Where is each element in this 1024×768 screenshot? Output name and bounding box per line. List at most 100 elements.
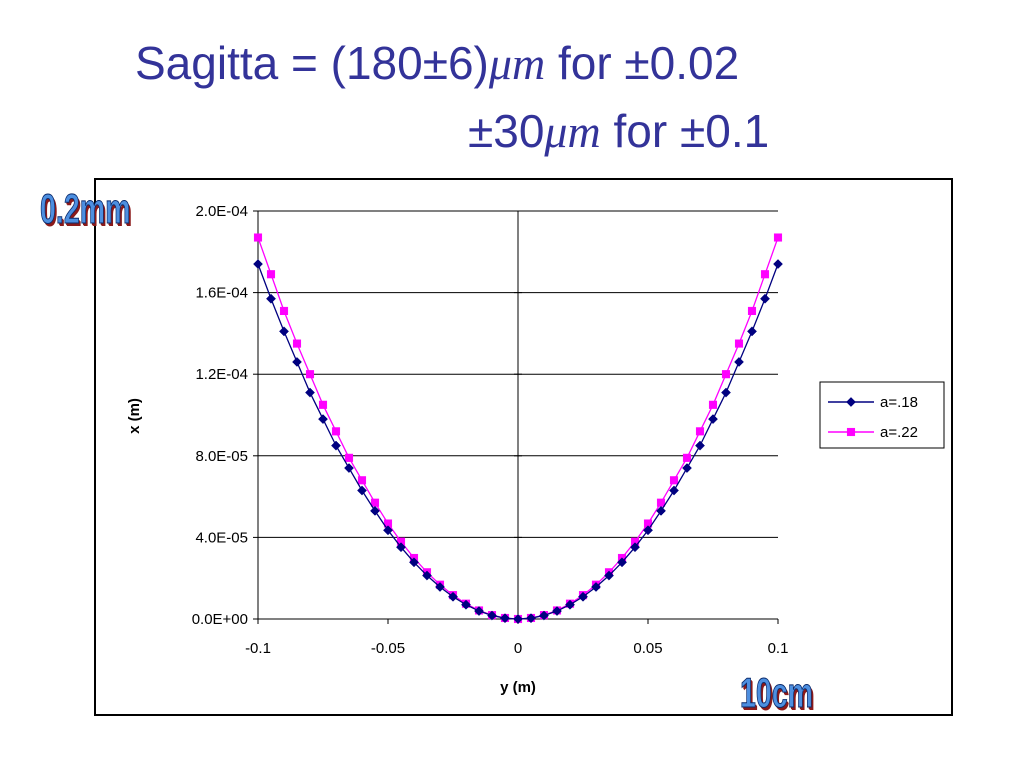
data-point [344,453,354,462]
data-point [331,440,341,451]
data-point [292,339,302,348]
data-point [344,463,354,473]
data-point [331,427,341,436]
data-point [760,270,770,279]
data-point [734,357,744,367]
title-text-1d: 0.02 [649,37,740,89]
data-point [773,233,783,242]
y-tick-label: 4.0E-05 [195,529,248,546]
title-text-2a: 30 [493,105,545,157]
data-point [721,370,731,379]
data-point [513,614,523,624]
data-point [846,397,856,407]
title-text-2b: for [600,105,680,157]
data-point [500,613,510,624]
x-tick-label: -0.05 [371,640,405,657]
data-point [643,525,653,536]
slide-title-line-2: ±30μm for ±0.1 [468,108,769,155]
plus-minus-symbol: ± [468,105,494,157]
x-tick-label: 0.05 [633,640,662,657]
data-point [435,582,445,592]
data-point [734,339,744,348]
data-point [357,485,367,496]
legend-label: a=.18 [880,394,918,411]
data-point [565,599,575,610]
data-point [669,476,679,485]
data-point [682,463,692,473]
data-point [604,570,614,581]
data-point [708,414,718,425]
data-point [383,525,393,536]
plus-minus-symbol: ± [679,105,706,157]
legend-label: a=.22 [880,424,918,441]
x-tick-label: 0.1 [768,640,789,657]
title-text-1b: 6) [447,37,489,89]
y-tick-label: 0.0E+00 [192,611,248,628]
y-tick-label: 1.2E-04 [195,366,248,383]
y-tick-label: 2.0E-04 [195,203,248,220]
data-point [448,591,458,602]
data-point [669,485,679,496]
x-axis-label: y (m) [500,679,536,696]
micrometer-unit: μm [544,106,601,157]
title-text-2c: 0.1 [705,105,770,157]
data-point [591,582,601,592]
plus-minus-symbol: ± [422,37,448,89]
title-text-1c: for [545,37,625,89]
data-point [539,610,549,621]
data-point [305,370,315,379]
data-point [266,293,276,304]
y-axis-label: x (m) [126,398,143,434]
x-tick-label: 0 [514,640,522,657]
data-point [695,427,705,436]
data-point [253,259,263,269]
slide-title-line-1: Sagitta = (180±6)μm for ±0.02 [135,40,739,87]
data-point [773,259,783,269]
series-a=.18 [253,259,783,624]
series-layer [253,233,783,624]
legend: a=.18 a=.22 [819,381,945,449]
plus-minus-symbol: ± [624,37,650,89]
micrometer-unit: μm [488,38,546,89]
data-point [526,613,536,624]
legend-box [819,381,945,449]
y-tick-label: 1.6E-04 [195,285,248,302]
data-point [396,542,406,553]
data-point [370,505,380,516]
data-point [695,440,705,451]
data-point [708,400,718,409]
data-point [656,498,666,507]
data-point [656,505,666,516]
data-point [305,387,315,398]
title-text-1a: Sagitta = (180 [135,37,423,89]
data-point [357,476,367,485]
axes [253,210,779,624]
data-point [721,387,731,398]
chart-frame [94,178,953,716]
data-point [487,610,497,621]
data-point [318,414,328,425]
data-point [630,542,640,553]
data-point [422,570,432,581]
data-point [279,326,289,337]
data-point [474,606,484,616]
data-point [318,400,328,409]
tick-labels: 0.0E+00 4.0E-05 8.0E-05 1.2E-04 1.6E-04 2.0E-… [192,203,789,657]
y-tick-label: 8.0E-05 [195,448,248,465]
data-point [760,293,770,304]
data-point [846,427,856,437]
x-tick-label: -0.1 [245,640,271,657]
data-point [370,498,380,507]
data-point [552,606,562,616]
data-point [747,326,757,337]
data-point [747,306,757,316]
data-point [266,270,276,279]
callout-y-scale: 0.2mm [40,185,131,232]
data-point [682,453,692,462]
data-point [578,591,588,602]
data-point [253,233,263,242]
callout-x-scale: 10cm [740,669,814,716]
data-point [292,357,302,367]
data-point [279,306,289,316]
